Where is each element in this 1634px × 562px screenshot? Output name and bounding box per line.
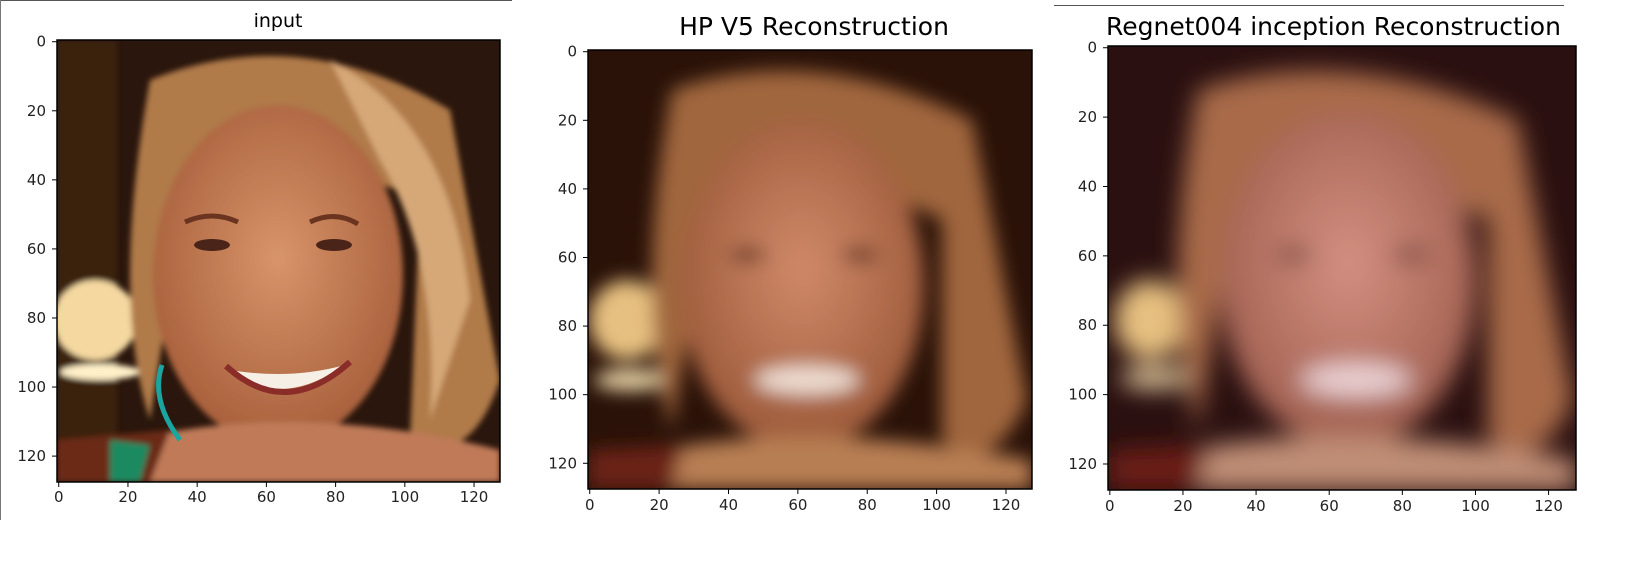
x-tick-label: 120 [992, 496, 1021, 514]
x-tick-label: 80 [858, 496, 877, 514]
y-tick-label: 120 [1068, 455, 1097, 473]
y-tick-label: 0 [36, 33, 46, 51]
image-axes: 0 20 40 60 80 100 120 0 20 40 60 80 100 120 [548, 43, 1033, 514]
image-axes: 0 20 40 60 80 100 120 0 20 40 60 80 100 120 [1068, 39, 1577, 515]
y-tick-label: 60 [558, 248, 577, 266]
y-tick-label: 100 [17, 378, 46, 396]
y-tick-label: 20 [558, 111, 577, 129]
x-tick-label: 0 [54, 488, 64, 506]
y-tick-label: 40 [558, 180, 577, 198]
frame-left-line [0, 0, 1, 520]
y-tick-label: 0 [1087, 39, 1097, 57]
y-tick-label: 80 [558, 317, 577, 335]
panel-regnet004-inception-reconstruction: Regnet004 inception Reconstruction [1048, 0, 1634, 562]
x-tick-label: 60 [1320, 497, 1339, 515]
y-tick-label: 20 [1078, 108, 1097, 126]
x-tick-label: 20 [650, 496, 669, 514]
y-tick-label: 60 [27, 240, 46, 258]
y-tick-label: 40 [1078, 177, 1097, 195]
x-tick-label: 40 [188, 488, 207, 506]
panel-title: input [253, 10, 303, 32]
x-tick-label: 60 [257, 488, 276, 506]
y-tick-label: 100 [1068, 386, 1097, 404]
y-tick-label: 100 [548, 386, 577, 404]
x-tick-label: 80 [1393, 497, 1412, 515]
face-reconstruction [588, 50, 1032, 489]
x-tick-label: 120 [1534, 497, 1563, 515]
image-axes: 0 20 40 60 80 100 120 0 20 40 60 80 100 120 [17, 33, 501, 506]
face-photo [57, 40, 500, 482]
panel-title: HP V5 Reconstruction [679, 12, 949, 41]
x-tick-label: 20 [118, 488, 137, 506]
x-tick-label: 0 [585, 496, 595, 514]
y-tick-label: 60 [1078, 247, 1097, 265]
x-tick-label: 100 [1461, 497, 1490, 515]
x-tick-label: 40 [1247, 497, 1266, 515]
face-reconstruction [1108, 46, 1576, 490]
x-tick-label: 80 [326, 488, 345, 506]
panel-hp-v5-reconstruction: HP V5 Reconstruction 0 20 40 60 [512, 0, 1048, 562]
x-tick-label: 20 [1173, 497, 1192, 515]
frame-top-line [0, 0, 512, 1]
y-tick-label: 80 [27, 309, 46, 327]
y-tick-label: 40 [27, 171, 46, 189]
y-tick-label: 20 [27, 102, 46, 120]
x-tick-label: 100 [922, 496, 951, 514]
y-tick-label: 80 [1078, 316, 1097, 334]
frame-top-line [1054, 5, 1564, 6]
panel-title: Regnet004 inception Reconstruction [1106, 12, 1561, 41]
x-tick-label: 120 [460, 488, 489, 506]
panel-input: input [0, 0, 512, 562]
x-tick-label: 40 [719, 496, 738, 514]
x-tick-label: 60 [788, 496, 807, 514]
y-tick-label: 0 [567, 43, 577, 61]
y-tick-label: 120 [17, 447, 46, 465]
x-tick-label: 0 [1105, 497, 1115, 515]
x-tick-label: 100 [391, 488, 420, 506]
y-tick-label: 120 [548, 454, 577, 472]
